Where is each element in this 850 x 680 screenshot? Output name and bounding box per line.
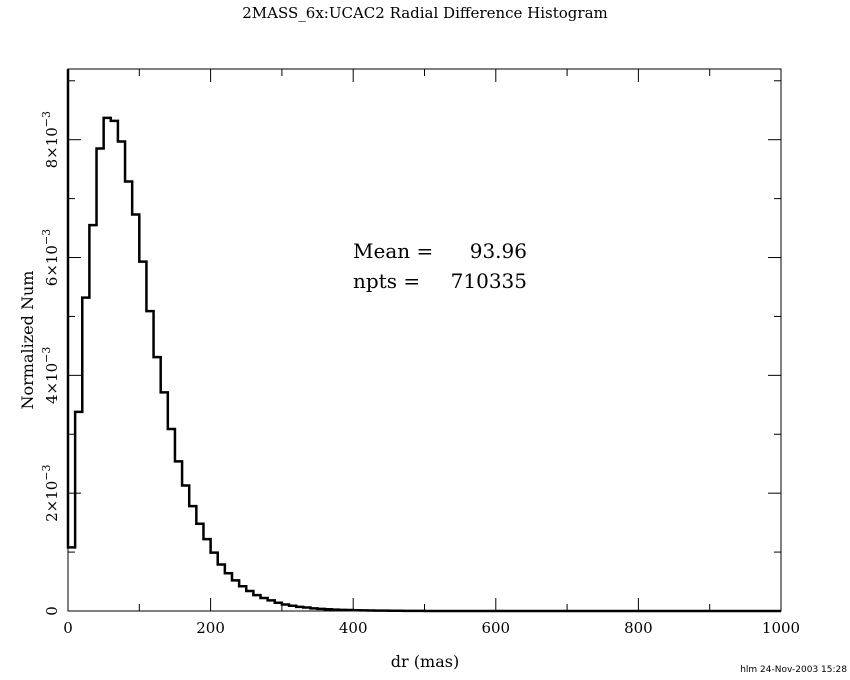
y-axis-ticks — [68, 80, 781, 612]
y-tick-label: 2×10−3 — [40, 464, 61, 521]
y-tick-label: 4×10−3 — [40, 347, 61, 404]
x-axis-label: dr (mas) — [391, 652, 459, 671]
x-axis-ticks — [67, 69, 782, 611]
x-tick-label: 200 — [196, 619, 225, 637]
x-tick-label: 1000 — [762, 619, 800, 637]
x-axis-tick-labels: 0 200 400 600 800 1000 — [63, 619, 800, 637]
annotation-mean-label: Mean = — [353, 239, 433, 263]
annotation-mean-value: 93.96 — [470, 239, 527, 263]
annotation-npts-label: npts = — [353, 269, 420, 293]
annotation-mean: Mean = 93.96 — [353, 239, 527, 263]
chart-title: 2MASS_6x:UCAC2 Radial Difference Histogr… — [242, 4, 608, 22]
footer-timestamp: hlm 24-Nov-2003 15:28 — [740, 665, 847, 675]
histogram-series-line — [66, 69, 782, 613]
x-tick-label: 400 — [339, 619, 368, 637]
y-tick-label: 8×10−3 — [40, 111, 61, 168]
x-tick-label: 0 — [63, 619, 73, 637]
x-tick-label: 600 — [481, 619, 510, 637]
plot-frame — [67, 68, 782, 612]
y-axis-label: Normalized Num — [18, 271, 37, 410]
y-tick-label: 0 — [43, 606, 61, 616]
annotation-npts-value: 710335 — [451, 269, 527, 293]
y-axis-tick-labels: 0 2×10−3 4×10−3 6×10−3 8×10−3 — [40, 111, 61, 616]
x-tick-label: 800 — [624, 619, 653, 637]
annotation-npts: npts = 710335 — [353, 269, 527, 293]
y-tick-label: 6×10−3 — [40, 229, 61, 286]
